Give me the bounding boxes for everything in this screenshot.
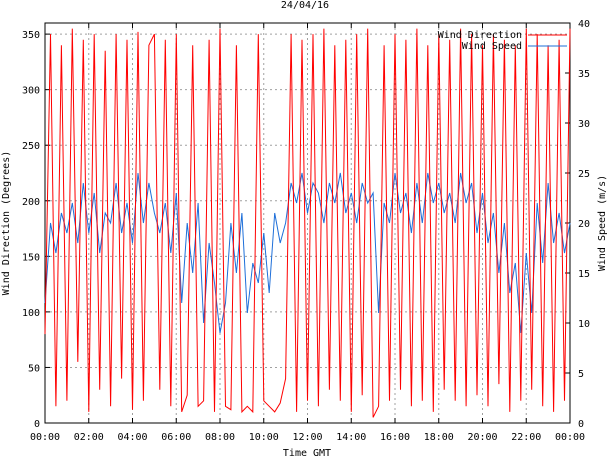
y-left-tick-label: 150 [22, 252, 40, 263]
series-line-wind-speed [44, 172, 571, 334]
y-right-tick-label: 30 [578, 119, 590, 130]
series-line-wind-direction [44, 28, 571, 418]
x-tick-label: 02:00 [74, 432, 104, 443]
y-left-tick-label: 300 [22, 86, 40, 97]
x-tick-label: 04:00 [117, 432, 147, 443]
chart-title: 24/04/16 [281, 0, 329, 11]
y-axis-left: 0 50 100 150 200 250 300 350 [22, 30, 50, 430]
x-tick-label: 22:00 [511, 432, 541, 443]
y-left-tick-label: 0 [34, 419, 40, 430]
x-tick-label: 14:00 [336, 432, 366, 443]
y-left-tick-label: 100 [22, 308, 40, 319]
y-axis-right: 0 5 10 15 20 25 30 35 40 [565, 19, 590, 430]
x-tick-label: 12:00 [292, 432, 322, 443]
y-axis-label-right: Wind Speed (m/s) [597, 175, 608, 271]
y-left-tick-label: 350 [22, 30, 40, 41]
y-right-tick-label: 0 [578, 419, 584, 430]
grid-lines [45, 23, 570, 423]
y-right-tick-label: 40 [578, 19, 590, 30]
legend-label-wind-direction: Wind Direction [438, 30, 522, 41]
x-tick-label: 08:00 [205, 432, 235, 443]
y-axis-label-left: Wind Direction (Degrees) [1, 151, 12, 296]
y-right-tick-label: 35 [578, 69, 590, 80]
x-tick-label: 10:00 [249, 432, 279, 443]
y-right-tick-label: 10 [578, 319, 590, 330]
y-left-tick-label: 200 [22, 197, 40, 208]
series-layer [44, 28, 571, 418]
x-tick-label: 16:00 [380, 432, 410, 443]
y-left-tick-label: 250 [22, 141, 40, 152]
legend: Wind Direction Wind Speed [438, 30, 567, 52]
legend-label-wind-speed: Wind Speed [462, 41, 522, 52]
x-tick-label: 20:00 [467, 432, 497, 443]
y-right-tick-label: 25 [578, 169, 590, 180]
y-right-tick-label: 20 [578, 219, 590, 230]
y-left-tick-label: 50 [28, 363, 40, 374]
x-axis-label: Time GMT [283, 448, 331, 459]
x-tick-label: 06:00 [161, 432, 191, 443]
x-axis: 00:00 02:00 04:00 06:00 08:00 10:00 12:00 14:00… [30, 23, 585, 443]
x-tick-label: 18:00 [424, 432, 454, 443]
y-right-tick-label: 15 [578, 269, 590, 280]
y-right-tick-label: 5 [578, 369, 584, 380]
x-tick-label: 00:00 [555, 432, 585, 443]
x-tick-label: 00:00 [30, 432, 60, 443]
